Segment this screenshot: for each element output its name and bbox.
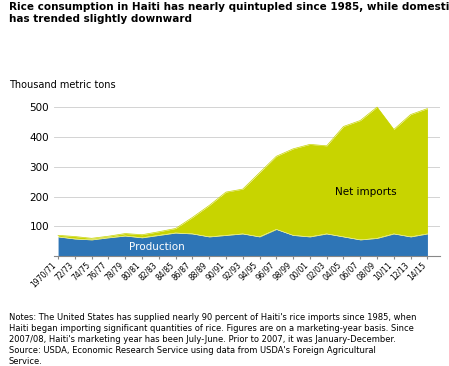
Text: Thousand metric tons: Thousand metric tons <box>9 80 115 90</box>
Text: Production: Production <box>129 242 185 252</box>
Text: Notes: The United States has supplied nearly 90 percent of Haiti's rice imports : Notes: The United States has supplied ne… <box>9 313 417 366</box>
Text: Rice consumption in Haiti has nearly quintupled since 1985, while domestic rice : Rice consumption in Haiti has nearly qui… <box>9 2 449 12</box>
Text: Net imports: Net imports <box>335 187 397 197</box>
Text: has trended slightly downward: has trended slightly downward <box>9 14 192 23</box>
